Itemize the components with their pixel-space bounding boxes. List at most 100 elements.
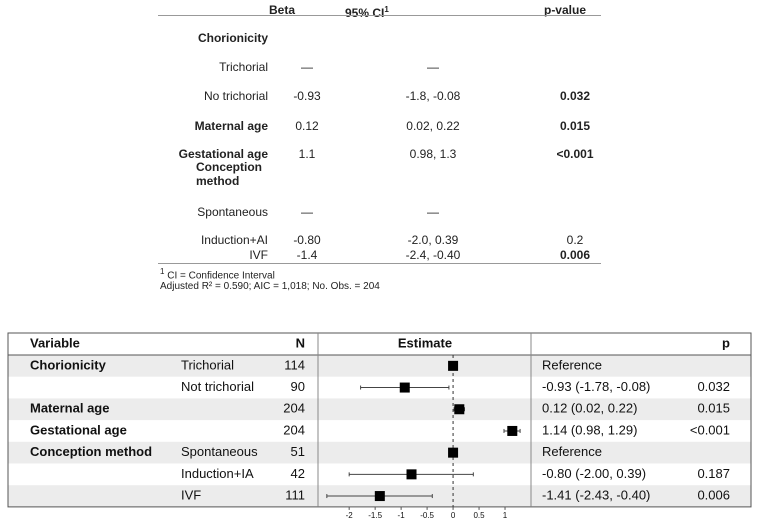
n: 111 [285, 487, 305, 502]
header-n: N [296, 335, 305, 350]
row-label: Trichorial [168, 60, 268, 74]
x-tick-label: 0.5 [473, 511, 485, 520]
group: Spontaneous [181, 444, 258, 459]
ci: 0.02, 0.22 [406, 119, 460, 133]
row-label: Induction+AI [168, 233, 268, 247]
ci-text: Reference [542, 444, 602, 459]
ci: -2.4, -0.40 [405, 248, 461, 262]
row-label: Conception method [168, 160, 268, 188]
bottom-rule [158, 263, 601, 264]
row-label-text: Spontaneous [197, 205, 268, 219]
beta: — [301, 205, 313, 219]
row-label: Spontaneous [168, 205, 268, 219]
row-label-text: Trichorial [219, 60, 268, 74]
ci-text: -1.41 (-2.43, -0.40) [542, 487, 650, 502]
beta: -0.93 [293, 89, 321, 103]
variable: Maternal age [30, 401, 109, 416]
n: 204 [283, 401, 305, 416]
p-value: <0.001 [556, 147, 594, 161]
p-value: 0.006 [559, 248, 591, 262]
x-tick-label: 0 [451, 511, 456, 520]
beta: -1.4 [296, 248, 318, 262]
group: Trichorial [181, 357, 234, 372]
ci-text: -0.93 (-1.78, -0.08) [542, 379, 650, 394]
x-tick-label: -2 [346, 511, 354, 520]
n: 42 [291, 466, 305, 481]
footnote-text: CI = Confidence Interval [167, 270, 275, 282]
row-shade [8, 441, 751, 464]
variable: Chorionicity [30, 357, 107, 372]
ci-text: 0.12 (0.02, 0.22) [542, 401, 637, 416]
n: 114 [284, 357, 305, 372]
header-ci: 95% CI1 [345, 3, 389, 20]
row-label-text: Gestational age [178, 147, 268, 161]
ci: -1.8, -0.08 [405, 89, 461, 103]
ci: -2.0, 0.39 [407, 233, 459, 247]
p-value: <0.001 [690, 422, 730, 437]
ci-text: 1.14 (0.98, 1.29) [542, 422, 637, 437]
row-label-text: Conception method [196, 160, 262, 188]
beta: 1.1 [298, 147, 316, 161]
x-tick-label: -1.5 [368, 511, 382, 520]
n: 204 [283, 422, 305, 437]
ci: — [427, 205, 439, 219]
p-value: 0.032 [697, 379, 730, 394]
estimate-marker [406, 469, 417, 480]
estimate-marker [454, 404, 465, 415]
header-beta: Beta [268, 3, 295, 17]
ci: — [427, 60, 439, 74]
row-label-text: Induction+AI [200, 233, 268, 247]
group: Not trichorial [181, 379, 254, 394]
header-ci-text: 95% CI [345, 6, 385, 20]
variable: Gestational age [30, 422, 127, 437]
p-value: 0.032 [559, 89, 591, 103]
p-value: 0.015 [697, 401, 730, 416]
row-label-text: Maternal age [194, 119, 268, 133]
row-shade [8, 355, 751, 377]
n: 90 [291, 379, 305, 394]
group: IVF [181, 487, 201, 502]
header-p: p [722, 335, 730, 350]
row-label-text: No trichorial [203, 89, 268, 103]
row-label: Gestational age [168, 147, 268, 161]
footnote: Adjusted R² = 0.590; AIC = 1,018; No. Ob… [160, 281, 380, 292]
header-p: p-value [543, 3, 586, 17]
header-estimate: Estimate [398, 335, 452, 350]
header-rule [158, 15, 601, 16]
table-frame [7, 332, 752, 508]
row-shade [8, 398, 751, 421]
row-label: IVF [168, 248, 268, 262]
header-variable: Variable [30, 335, 80, 350]
ci: 0.98, 1.3 [409, 147, 457, 161]
p-value: 0.2 [566, 233, 584, 247]
row-label: No trichorial [168, 89, 268, 103]
x-tick-label: -0.5 [420, 511, 434, 520]
beta: — [301, 60, 313, 74]
p-value: 0.015 [559, 119, 591, 133]
p-value: 0.006 [697, 487, 730, 502]
row-label: Chorionicity [168, 31, 268, 45]
row-label: Maternal age [168, 119, 268, 133]
group: Induction+IA [181, 466, 254, 481]
x-tick-label: -1 [398, 511, 406, 520]
estimate-marker [507, 425, 518, 436]
row-label-text: IVF [249, 248, 268, 262]
estimate-marker [448, 360, 459, 371]
n: 51 [291, 444, 305, 459]
estimate-marker [399, 382, 410, 393]
estimate-marker [374, 491, 385, 502]
p-value: 0.187 [697, 466, 730, 481]
footnote: 1 CI = Confidence Interval [160, 265, 275, 283]
beta: 0.12 [295, 119, 319, 133]
x-tick-label: 1 [503, 511, 508, 520]
ci-text: -0.80 (-2.00, 0.39) [542, 466, 646, 481]
estimate-marker [448, 447, 459, 458]
variable: Conception method [30, 444, 152, 459]
row-label-text: Chorionicity [197, 31, 268, 45]
footnote-marker: 1 [384, 5, 389, 14]
footnote-marker: 1 [160, 267, 165, 276]
beta: -0.80 [293, 233, 321, 247]
ci-text: Reference [542, 357, 602, 372]
